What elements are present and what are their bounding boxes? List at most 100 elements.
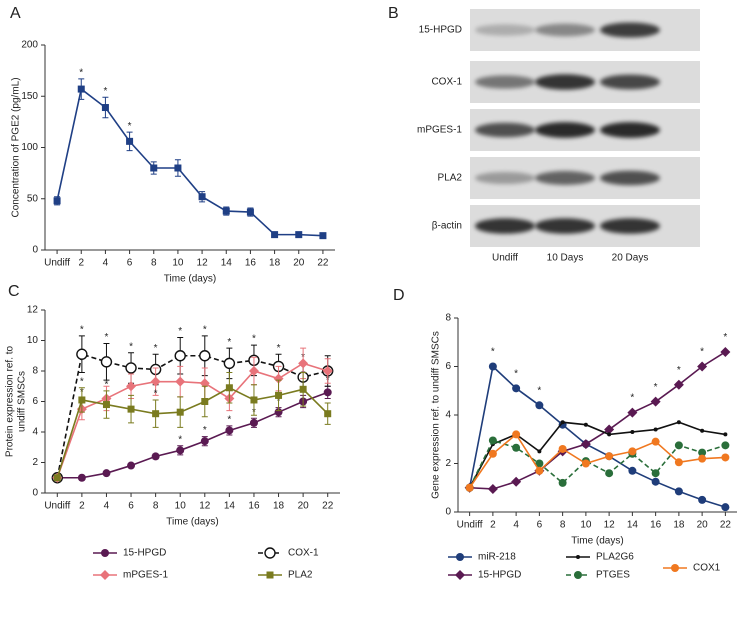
series-line — [468, 421, 726, 489]
blot-band — [600, 170, 660, 186]
data-point — [125, 362, 137, 374]
series-line — [56, 362, 328, 479]
data-point — [77, 473, 86, 482]
significance-mark: * — [203, 325, 207, 336]
y-tick-label: 4 — [445, 410, 451, 421]
blot-band — [600, 122, 660, 138]
data-point — [558, 444, 567, 453]
x-tick-label: Undiff — [44, 258, 70, 269]
data-point — [199, 378, 210, 389]
y-tick-label: 50 — [27, 193, 39, 204]
significance-mark: * — [514, 368, 518, 379]
x-axis-title: Time (days) — [166, 517, 218, 528]
blot-column-label: Undiff — [492, 253, 518, 264]
blot-band — [600, 74, 660, 90]
data-point — [537, 449, 542, 454]
y-tick-label: 6 — [32, 396, 38, 407]
blot-band — [475, 171, 535, 185]
blot-row-label: PLA2 — [438, 173, 463, 184]
data-point — [512, 384, 521, 393]
data-point — [271, 231, 279, 239]
data-point — [723, 432, 728, 437]
y-axis-title: undiff SMSCs — [17, 371, 28, 432]
data-point — [455, 570, 465, 580]
significance-mark: * — [630, 393, 634, 404]
y-axis-title: Protein expression ref. to — [5, 345, 16, 457]
data-point — [198, 193, 206, 201]
data-point — [323, 388, 332, 397]
legend-label: PTGES — [596, 570, 630, 581]
data-point — [295, 231, 303, 239]
significance-mark: * — [227, 415, 231, 426]
x-tick-label: 6 — [537, 520, 543, 531]
chart-panel: A 0 50 100 150 200 Undiff 2 4 6 8 10 12 14 16 18 20 22 Tim… — [10, 5, 335, 285]
y-tick-label: 4 — [32, 427, 38, 438]
y-tick-label: 0 — [32, 488, 38, 499]
data-point — [127, 461, 136, 470]
y-tick-label: 150 — [21, 91, 38, 102]
significance-mark: * — [491, 347, 495, 358]
data-point — [150, 376, 161, 387]
x-axis-title: Time (days) — [571, 536, 623, 547]
data-point — [76, 348, 88, 360]
data-point — [248, 366, 259, 376]
data-point — [558, 478, 567, 487]
blot-row-label: COX-1 — [431, 77, 462, 88]
significance-mark: * — [79, 67, 83, 78]
x-tick-label: 8 — [560, 520, 566, 531]
data-point — [174, 350, 186, 362]
significance-mark: * — [103, 86, 107, 97]
data-point — [126, 381, 137, 392]
series-line — [468, 364, 726, 508]
blot-band — [475, 122, 535, 138]
significance-mark: * — [203, 425, 207, 436]
panel-label: A — [10, 5, 21, 22]
data-point — [671, 564, 679, 572]
legend-label: COX-1 — [288, 548, 319, 559]
y-tick-label: 8 — [32, 366, 38, 377]
y-tick-label: 2 — [445, 458, 451, 469]
chart-panel: C 0 2 4 6 8 10 12 Undiff 2 4 6 8 10 12 14 16 18 20 22 Time (… — [5, 283, 340, 581]
y-tick-label: 12 — [27, 305, 39, 316]
x-tick-label: 14 — [627, 520, 639, 531]
data-point — [535, 459, 544, 468]
data-point — [100, 570, 110, 580]
data-point — [324, 410, 332, 418]
legend-label: miR-218 — [478, 552, 516, 563]
blot-band — [535, 122, 595, 138]
legend-label: 15-HPGD — [478, 570, 521, 581]
x-tick-label: 2 — [78, 258, 84, 269]
data-point — [53, 197, 61, 205]
data-point — [574, 571, 582, 579]
blot-column-label: 20 Days — [612, 253, 649, 264]
data-point — [511, 476, 522, 487]
data-point — [273, 373, 284, 384]
data-point — [266, 571, 274, 579]
data-point — [628, 447, 637, 456]
series-line — [57, 391, 328, 479]
blot-band — [535, 23, 595, 37]
data-point — [560, 420, 565, 425]
panel-label: D — [393, 287, 405, 304]
x-tick-label: 16 — [248, 501, 260, 512]
x-tick-label: 12 — [604, 520, 616, 531]
data-point — [264, 547, 276, 559]
x-tick-label: 10 — [580, 520, 592, 531]
blot-row-label: mPGES-1 — [417, 125, 462, 136]
data-point — [650, 396, 661, 407]
x-tick-label: 10 — [172, 258, 184, 269]
x-tick-label: 6 — [127, 258, 133, 269]
legend-label: 15-HPGD — [123, 548, 166, 559]
significance-mark: * — [128, 121, 132, 132]
x-tick-label: Undiff — [44, 501, 70, 512]
significance-mark: * — [654, 382, 658, 393]
data-point — [607, 432, 612, 437]
axis-line — [44, 45, 335, 251]
data-point — [698, 454, 707, 463]
significance-mark: * — [154, 343, 158, 354]
data-point — [456, 553, 464, 561]
x-tick-label: 18 — [673, 520, 685, 531]
x-tick-label: 16 — [650, 520, 662, 531]
x-tick-label: 12 — [197, 258, 209, 269]
data-point — [628, 466, 637, 475]
